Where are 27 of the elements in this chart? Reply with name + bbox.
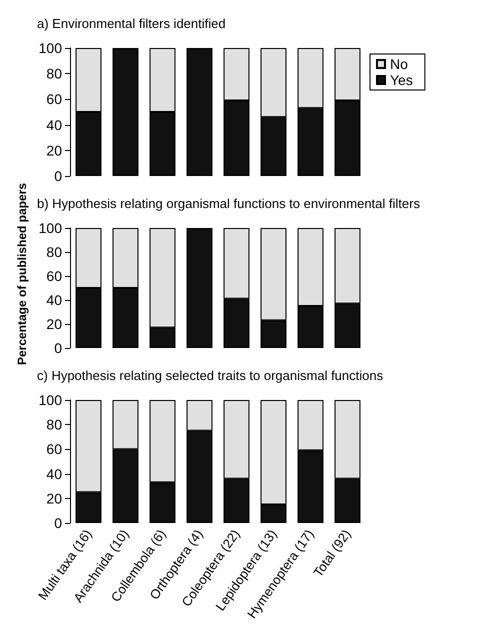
bar: [186, 228, 212, 348]
y-tick-label: 40: [46, 466, 62, 482]
chart-title: c) Hypothesis relating selected traits to organismal functions: [37, 368, 384, 383]
y-tick-label: 0: [54, 168, 62, 184]
y-tick-label: 20: [46, 142, 62, 158]
y-tick-label: 20: [46, 490, 62, 506]
y-tick-label: 20: [46, 316, 62, 332]
y-axis-title: Percentage of published papers: [15, 182, 29, 366]
legend-label: No: [390, 56, 408, 72]
y-tick-label: 80: [46, 244, 62, 260]
y-tick-label: 80: [46, 416, 62, 433]
y-tick-label: 100: [38, 220, 62, 236]
y-tick-label: 40: [46, 116, 62, 133]
y-tick-label: 60: [46, 268, 62, 284]
bar: [186, 48, 212, 176]
y-tick-label: 0: [54, 515, 62, 531]
y-tick-label: 80: [46, 66, 62, 82]
y-tick-label: 100: [38, 40, 62, 56]
y-tick-label: 100: [38, 392, 62, 408]
chart-title: a) Environmental filters identified: [37, 16, 226, 31]
y-tick-label: 60: [46, 91, 62, 108]
y-tick-label: 40: [46, 292, 62, 308]
legend-label: Yes: [390, 72, 413, 88]
y-tick-label: 0: [54, 340, 62, 356]
y-tick-label: 60: [46, 441, 62, 458]
bar: [112, 48, 138, 176]
chart-title: b) Hypothesis relating organismal functions to environmental filters: [37, 196, 420, 211]
